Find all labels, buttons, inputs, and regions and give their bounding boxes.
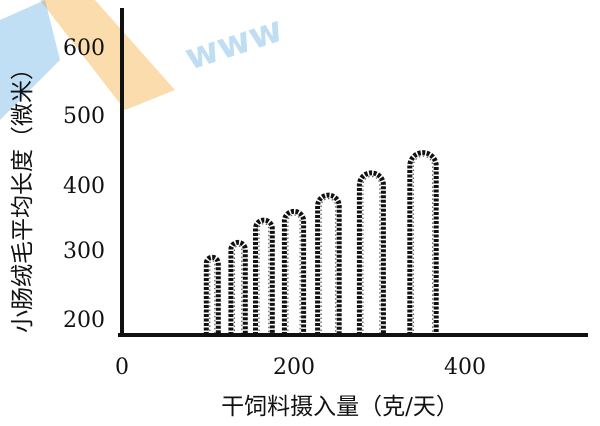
villus-bar-outline	[315, 192, 342, 335]
villus-bar-outline	[228, 239, 248, 335]
villus-bar-outline	[281, 208, 307, 335]
villus-bar	[203, 254, 221, 335]
villus-bar	[228, 239, 248, 335]
villus-bar-texture	[233, 245, 243, 335]
y-tick-group: 200 300 400 500 600	[63, 36, 105, 333]
villus-bar-outline	[203, 254, 221, 335]
villus-bar-outline	[407, 150, 439, 335]
x-tick-label: 0	[115, 355, 129, 380]
villus-bar-outline	[253, 217, 275, 335]
villus-bar-texture	[258, 223, 270, 335]
y-tick-label: 400	[63, 174, 105, 199]
villus-bar-outline	[356, 170, 386, 335]
villus-bar	[356, 170, 386, 335]
x-tick-group: 0 200 400	[115, 355, 486, 380]
villus-bar	[407, 150, 439, 335]
y-tick-label: 600	[63, 36, 105, 61]
y-axis-title: 小肠绒毛平均长度（微米）	[10, 57, 36, 333]
villus-bar	[315, 192, 342, 335]
villus-bar-texture	[412, 155, 434, 335]
y-tick-label: 200	[63, 308, 105, 333]
x-tick-label: 200	[273, 355, 315, 380]
y-tick-label: 300	[63, 239, 105, 264]
x-axis-title: 干饲料摄入量（克/天）	[221, 394, 459, 420]
x-tick-label: 400	[444, 355, 486, 380]
y-tick-label: 500	[63, 104, 105, 129]
villus-bar	[253, 217, 275, 335]
bars-group	[203, 150, 439, 335]
villus-bar	[281, 208, 307, 335]
villus-bar-texture	[287, 214, 301, 335]
villus-bar-texture	[320, 198, 337, 335]
